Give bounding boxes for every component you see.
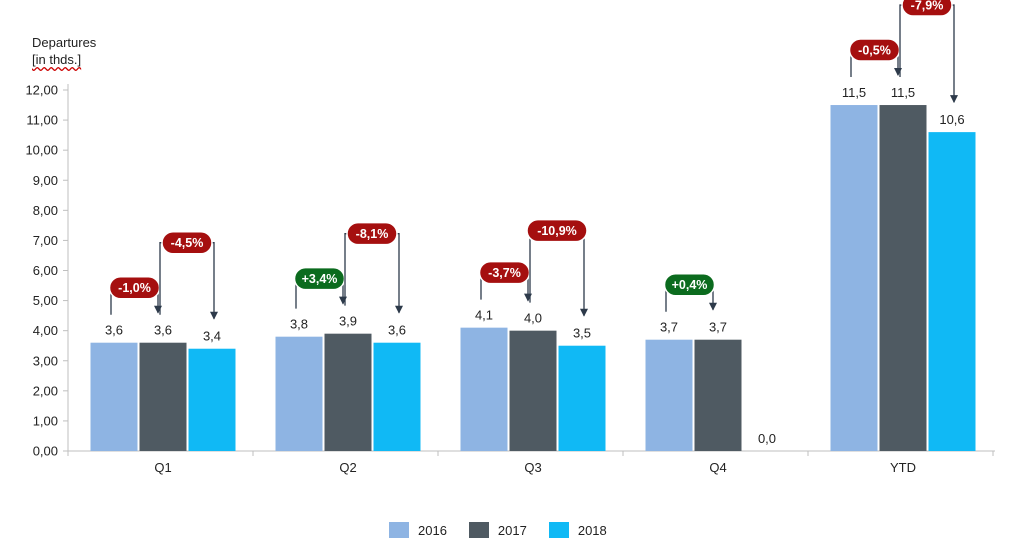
y-tick-label: 2,00 [33, 383, 58, 398]
bar-q2-2018 [373, 342, 421, 451]
legend-swatch-2017 [468, 522, 489, 538]
x-tick-label-q2: Q2 [339, 460, 356, 475]
bar-q1-2018 [188, 348, 236, 451]
change-badge-label-q1: -1,0% [118, 281, 151, 295]
y-tick-label: 4,00 [33, 323, 58, 338]
legend-swatch-2018 [548, 522, 569, 538]
y-tick-label: 5,00 [33, 293, 58, 308]
data-label-q3-2016: 4,1 [475, 308, 493, 323]
change-badge-label-ytd: -0,5% [858, 44, 891, 58]
bar-q1-2016 [90, 342, 138, 451]
change-badge-q1 [161, 230, 213, 255]
bar-q2-2017 [324, 333, 372, 451]
change-badge-label-q3: -3,7% [488, 266, 521, 280]
y-axis-title-line2: [in thds.] [32, 52, 82, 67]
change-badge-label-q4: +0,4% [672, 278, 708, 292]
y-axis-title-line1: Departures [32, 35, 97, 50]
bar-q3-2017 [509, 330, 557, 451]
data-label-q3-2017: 4,0 [524, 311, 542, 326]
legend-label-2018: 2018 [577, 522, 607, 538]
change-badge-q4 [663, 272, 716, 297]
x-tick-label-q1: Q1 [154, 460, 171, 475]
data-label-ytd-2017: 11,5 [891, 85, 915, 100]
y-tick-label: 10,00 [25, 143, 58, 158]
y-tick-label: 0,00 [33, 444, 58, 459]
y-tick-label: 11,00 [26, 113, 58, 128]
x-tick-label-ytd: YTD [890, 460, 916, 475]
data-label-q1-2018: 3,4 [203, 329, 221, 344]
y-tick-label: 9,00 [33, 173, 58, 188]
data-label-q3-2018: 3,5 [573, 326, 591, 341]
x-tick-label-q4: Q4 [709, 460, 726, 475]
change-badge-label-q3: -10,9% [537, 224, 577, 238]
data-label-q4-2016: 3,7 [660, 320, 678, 335]
data-label-q1-2017: 3,6 [154, 323, 172, 338]
bar-q2-2016 [275, 336, 323, 451]
legend: 2016 2017 2018 [389, 522, 607, 538]
bar-ytd-2016 [830, 105, 878, 452]
data-label-q2-2016: 3,8 [290, 317, 308, 332]
change-badge-label-q2: -8,1% [356, 227, 389, 241]
legend-label-2017: 2017 [497, 522, 527, 538]
change-badge-label-q1: -4,5% [171, 236, 204, 250]
change-badge-ytd [901, 0, 953, 17]
change-arrow-q2 [344, 233, 403, 314]
data-label-q4-2017: 3,7 [709, 320, 727, 335]
change-badge-q3 [526, 218, 588, 243]
bar-ytd-2018 [928, 132, 976, 451]
change-badge-label-ytd: -7,9% [911, 0, 944, 13]
y-tick-label: 7,00 [33, 233, 58, 248]
legend-item-2018: 2018 [548, 522, 607, 538]
bar-q4-2017 [694, 339, 742, 451]
data-label-ytd-2016: 11,5 [842, 85, 866, 100]
y-tick-label: 8,00 [33, 203, 58, 218]
data-label-q4-2018: 0,0 [758, 431, 776, 446]
legend-label-2016: 2016 [418, 522, 447, 538]
y-tick-label: 12,00 [25, 83, 58, 98]
bar-ytd-2017 [879, 105, 927, 452]
y-axis-title: Departures [in thds.] [32, 34, 96, 68]
y-tick-label: 6,00 [33, 263, 58, 278]
bar-q1-2017 [139, 342, 187, 451]
change-badge-q2 [346, 221, 398, 246]
change-badge-label-q2: +3,4% [302, 272, 338, 286]
data-label-q2-2017: 3,9 [339, 314, 357, 329]
bar-q3-2018 [558, 345, 606, 451]
data-label-q1-2016: 3,6 [105, 323, 123, 338]
legend-item-2017: 2017 [468, 522, 527, 538]
change-arrow-q3 [529, 230, 588, 317]
y-tick-label: 1,00 [33, 413, 58, 428]
data-label-ytd-2018: 10,6 [939, 112, 964, 127]
data-label-q2-2018: 3,6 [388, 323, 406, 338]
y-tick-label: 3,00 [33, 353, 58, 368]
bar-q3-2016 [460, 327, 508, 451]
legend-item-2016: 2016 [389, 522, 447, 538]
bar-q4-2016 [645, 339, 693, 451]
legend-swatch-2016 [389, 522, 409, 538]
x-tick-label-q3: Q3 [524, 460, 541, 475]
